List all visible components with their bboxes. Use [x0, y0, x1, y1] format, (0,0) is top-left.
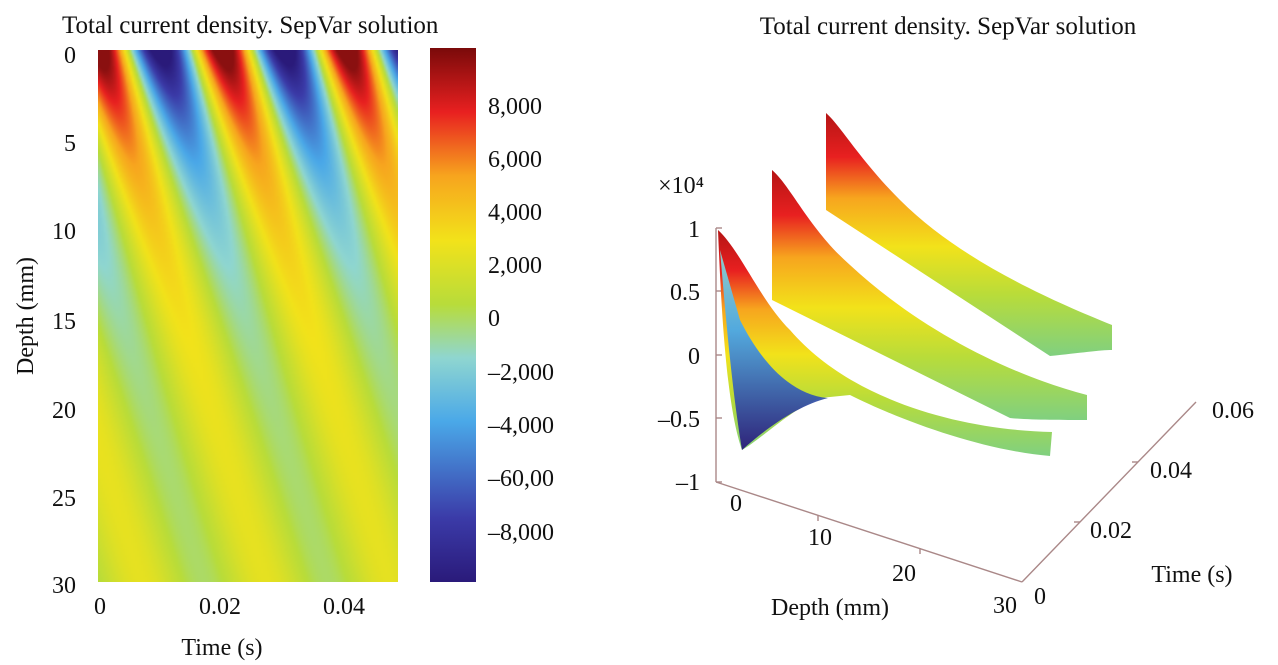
surface-pulse [826, 113, 1112, 356]
time-tick-label: 0.06 [1212, 398, 1254, 424]
z-tick-label: –0.5 [657, 407, 700, 433]
y-tick-label: 10 [52, 219, 76, 245]
colorbar-label: –4,000 [487, 413, 554, 439]
z-tick-label: –1 [675, 470, 700, 496]
time-tick-label: 0 [1034, 584, 1046, 610]
heatmap-y-axis-label: Depth (mm) [13, 257, 39, 375]
colorbar-label: 0 [488, 306, 500, 332]
colorbar-label: –2,000 [487, 360, 554, 386]
y-tick-label: 30 [52, 573, 76, 599]
surface-depth-axis-label: Depth (mm) [771, 595, 889, 621]
colorbar [430, 48, 476, 582]
time-tick-label: 0.04 [1150, 458, 1192, 484]
y-tick-label: 5 [64, 131, 76, 157]
surface-plot [718, 113, 1112, 456]
colorbar-label: –60,00 [487, 466, 554, 492]
y-tick-label: 0 [64, 43, 76, 69]
z-tick-label: 1 [688, 217, 700, 243]
surface-pulse [772, 170, 1087, 420]
heatmap-image [98, 50, 398, 582]
surface-time-ticks: 0 0.02 0.04 0.06 [1034, 398, 1254, 610]
surface-z-ticks: ×10⁴ 1 0.5 0 –0.5 –1 [657, 173, 704, 496]
heatmap-y-ticks: 0 5 10 15 20 25 30 [52, 43, 76, 599]
surface-trough [720, 250, 828, 450]
heatmap-x-ticks: 0 0.02 0.04 [94, 594, 365, 620]
colorbar-label: 6,000 [488, 147, 542, 173]
z-scale-label: ×10⁴ [658, 173, 704, 199]
x-tick-label: 0 [94, 594, 106, 620]
surface-depth-ticks: 0 10 20 30 [730, 491, 1017, 619]
x-tick-label: 0.04 [323, 594, 365, 620]
y-tick-label: 20 [52, 398, 76, 424]
time-axis [1021, 401, 1197, 583]
x-tick-label: 0.02 [199, 594, 241, 620]
colorbar-label: –8,000 [487, 520, 554, 546]
surface-title: Total current density. SepVar solution [760, 13, 1137, 40]
surface-time-axis-label: Time (s) [1151, 562, 1232, 588]
heatmap-x-axis-label: Time (s) [181, 635, 262, 661]
depth-tick-label: 20 [892, 561, 916, 587]
heatmap-title: Total current density. SepVar solution [62, 12, 439, 39]
y-tick-label: 25 [52, 486, 76, 512]
heatmap-plot [98, 50, 398, 582]
colorbar-label: 8,000 [488, 94, 542, 120]
z-tick-label: 0.5 [670, 280, 700, 306]
depth-tick-label: 10 [808, 525, 832, 551]
depth-axis [715, 481, 1023, 583]
y-tick-label: 15 [52, 309, 76, 335]
colorbar-label: 2,000 [488, 253, 542, 279]
colorbar-label: 4,000 [488, 200, 542, 226]
depth-tick-label: 0 [730, 491, 742, 517]
colorbar-labels: 8,000 6,000 4,000 2,000 0 –2,000 –4,000 … [487, 94, 554, 546]
surface-axes [715, 227, 1197, 583]
time-tick-label: 0.02 [1090, 518, 1132, 544]
depth-tick-label: 30 [993, 593, 1017, 619]
z-tick-label: 0 [688, 344, 700, 370]
